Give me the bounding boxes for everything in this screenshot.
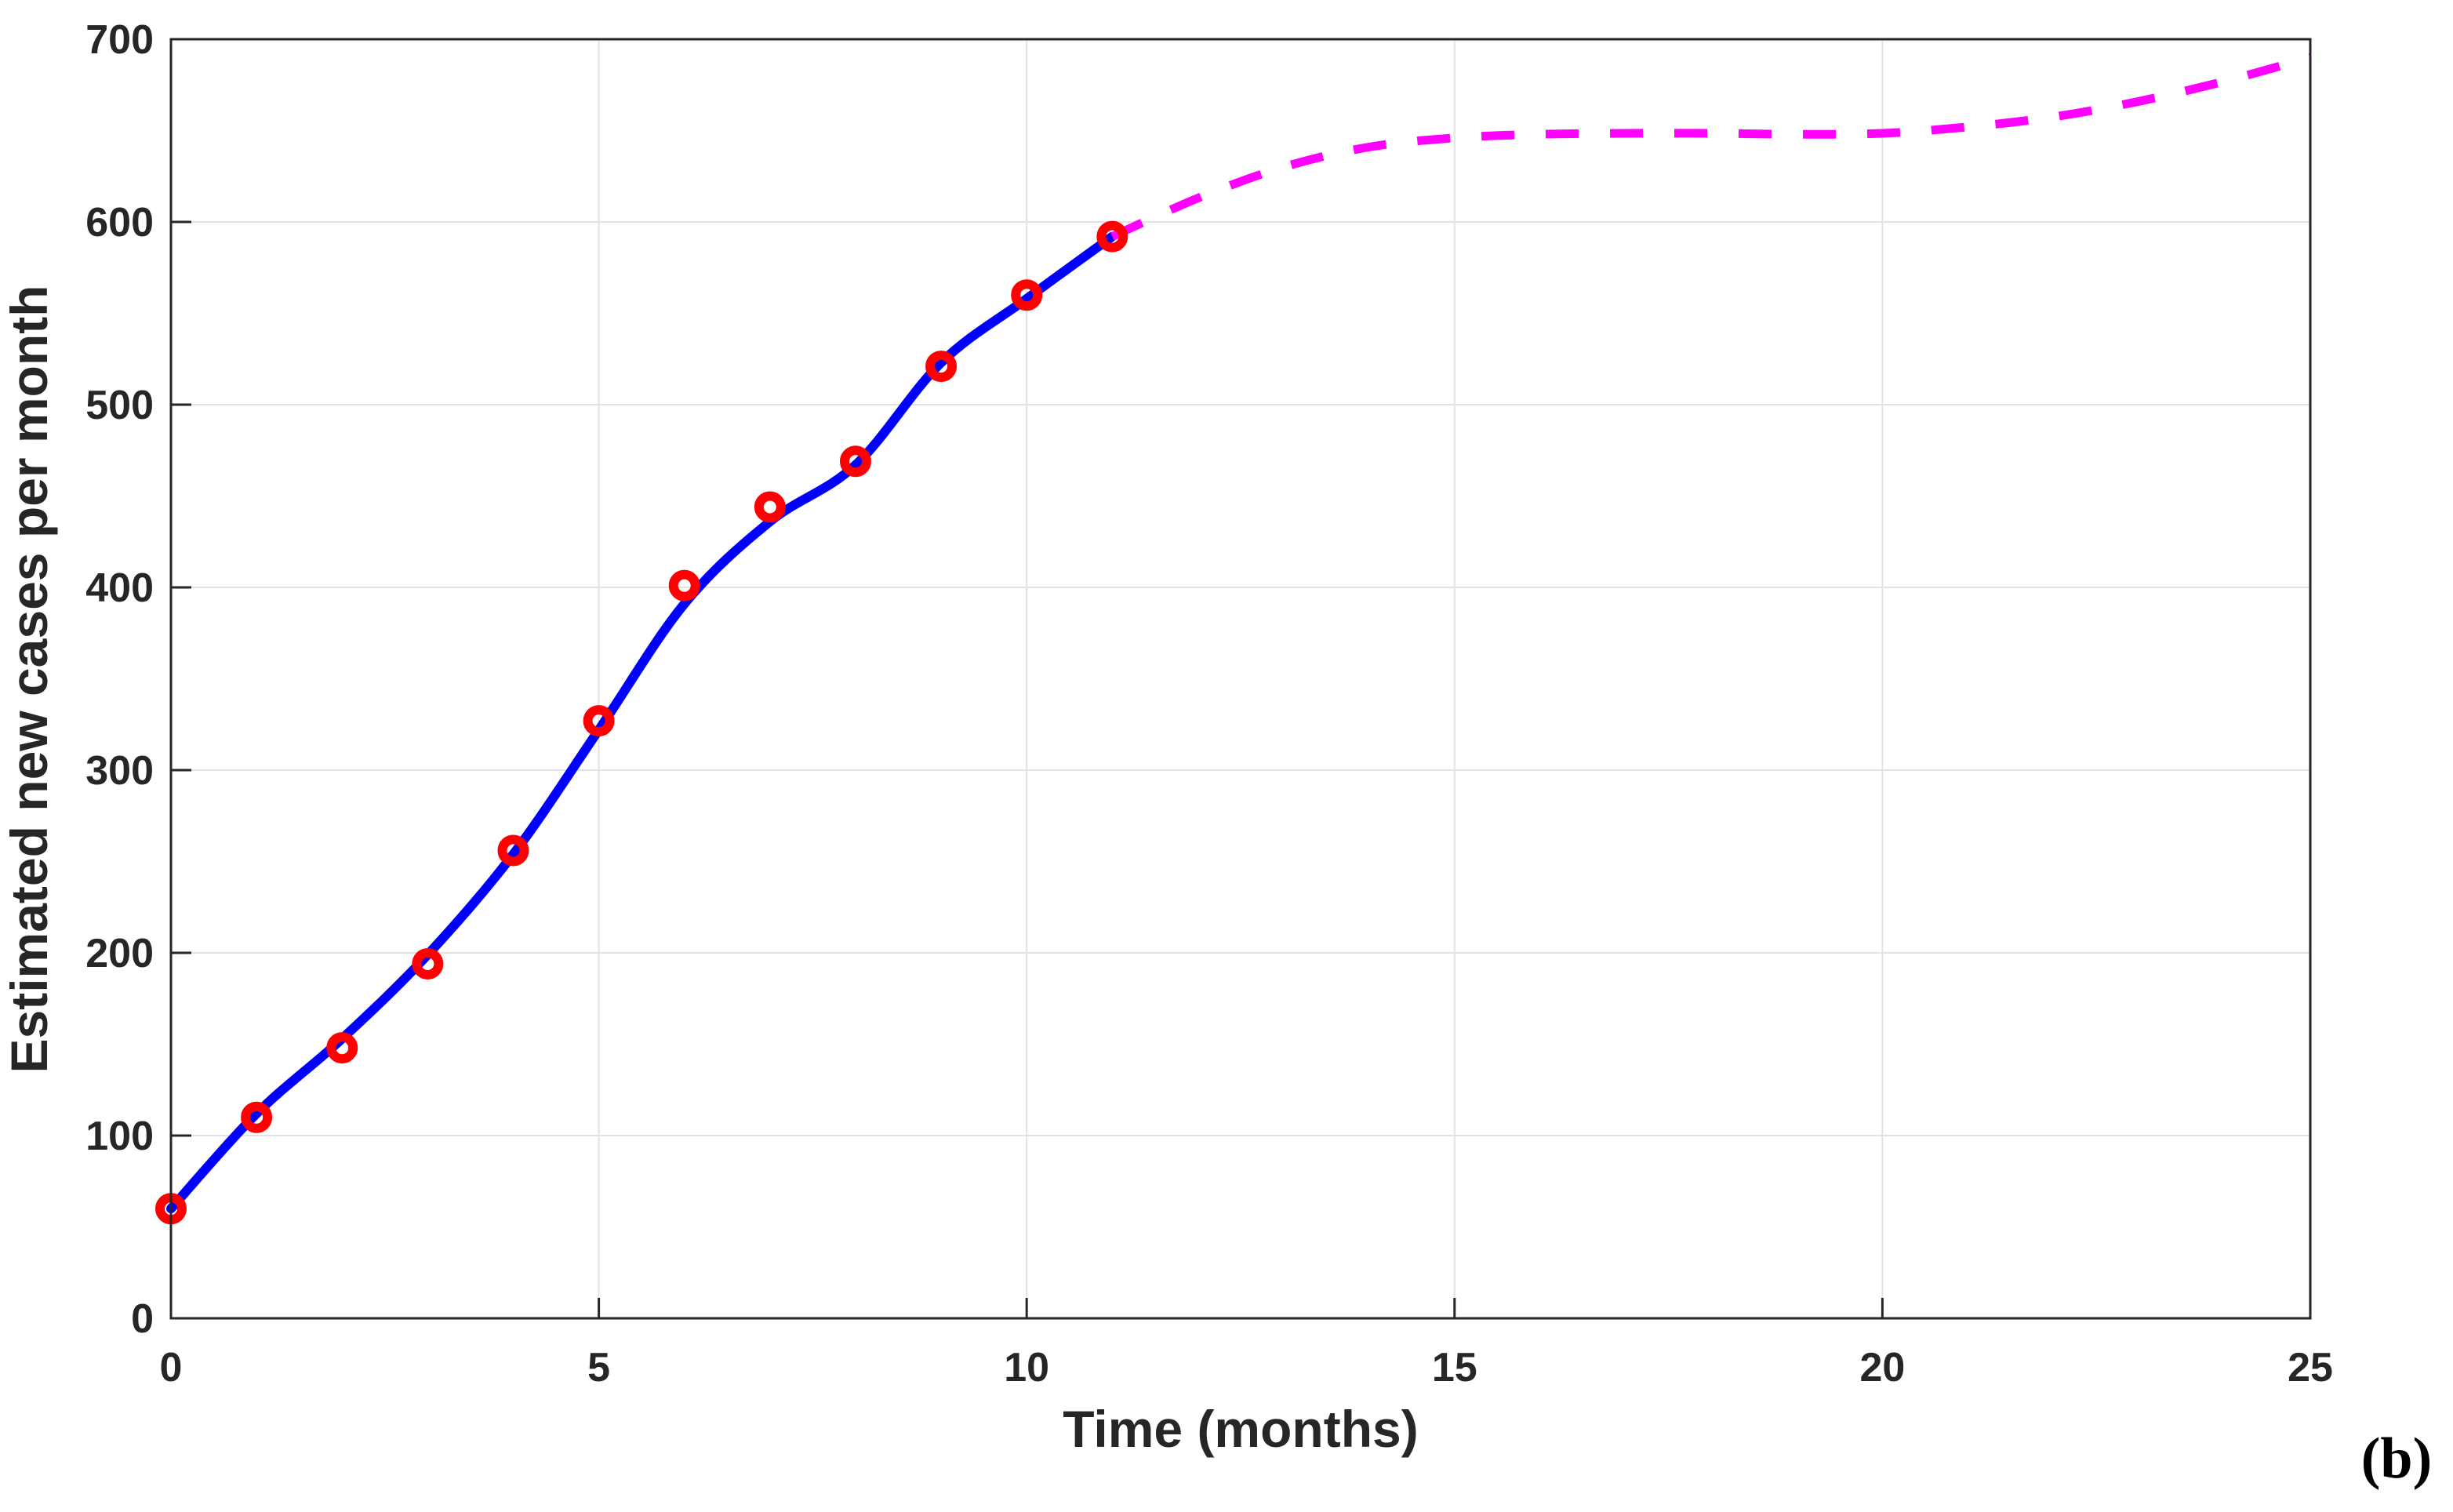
data-point-marker — [326, 1032, 358, 1064]
axes-box — [169, 38, 2312, 1320]
data-series — [155, 53, 2312, 1225]
data-point-marker — [497, 834, 529, 867]
y-tick-label: 200 — [85, 931, 154, 976]
data-point-marker — [925, 351, 958, 383]
y-tick-label: 400 — [85, 565, 154, 611]
tick-labels: 0 5 10 15 20 25 0 100 200 300 400 500 600 700 — [85, 17, 2333, 1390]
data-point-marker — [412, 947, 444, 980]
x-tick-label: 15 — [1432, 1345, 1477, 1390]
data-point-marker — [839, 445, 871, 478]
gridlines — [171, 39, 2310, 1318]
x-tick-label: 10 — [1004, 1345, 1049, 1390]
y-tick-label: 700 — [85, 17, 154, 63]
y-axis-label: Estimated new cases per month — [0, 285, 58, 1074]
x-tick-label: 20 — [1859, 1345, 1905, 1390]
x-axis-label: Time (months) — [1063, 1400, 1418, 1458]
y-tick-label: 100 — [85, 1114, 154, 1159]
data-point-marker — [241, 1101, 273, 1133]
y-tick-label: 0 — [131, 1296, 154, 1342]
data-point-marker — [583, 705, 615, 737]
subfigure-label: (b) — [2361, 1427, 2432, 1491]
data-point-marker — [1011, 279, 1043, 311]
y-tick-label: 300 — [85, 748, 154, 794]
data-point-marker — [1096, 220, 1128, 253]
plot-border — [169, 38, 2312, 1320]
data-point-marker — [754, 491, 786, 523]
x-tick-label: 25 — [2288, 1345, 2333, 1390]
model-forecast-line — [1110, 53, 2312, 241]
x-tick-label: 5 — [587, 1345, 610, 1390]
y-tick-label: 600 — [85, 200, 154, 245]
data-point-marker — [668, 569, 700, 602]
x-tick-label: 0 — [160, 1345, 183, 1390]
y-tick-label: 500 — [85, 383, 154, 428]
model-fit-line — [166, 231, 1117, 1214]
